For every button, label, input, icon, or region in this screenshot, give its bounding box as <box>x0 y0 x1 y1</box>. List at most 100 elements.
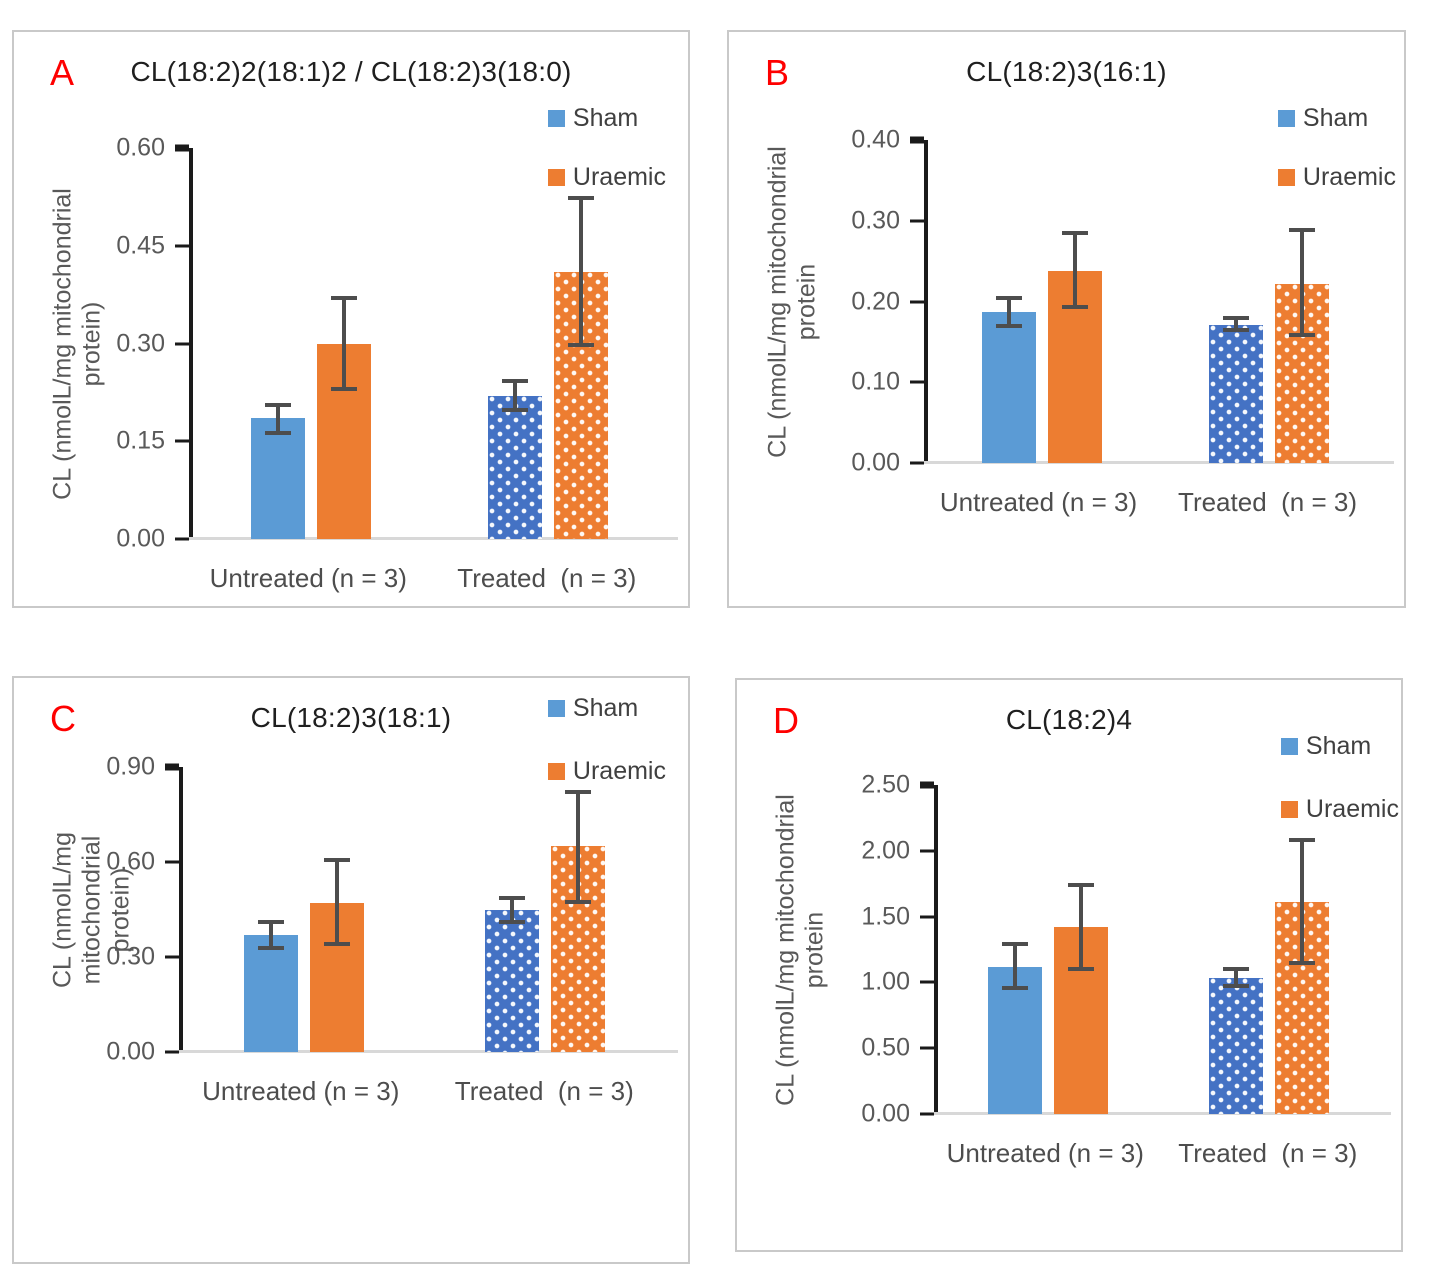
chart-title: CL(18:2)3(16:1) <box>966 56 1167 87</box>
legend-label-uraemic: Uraemic <box>572 163 666 191</box>
error-bar-cap-bottom <box>1061 305 1088 310</box>
y-tick-labels: 0.60 0.45 0.30 0.15 0.00 <box>14 134 189 553</box>
legend-label-uraemic: Uraemic <box>1302 163 1396 191</box>
y-tick-label: 1.00 <box>861 967 910 996</box>
bar-wrap <box>317 148 372 539</box>
panel-letter: C <box>50 698 76 739</box>
error-bar-cap-bottom <box>1068 967 1095 972</box>
chart-title: CL(18:2)4 <box>1005 704 1133 735</box>
y-tick-mark <box>920 1112 934 1116</box>
error-bar-cap-top <box>1222 316 1249 321</box>
y-tick-mark <box>175 144 189 152</box>
uraemic-swatch-icon <box>547 169 565 186</box>
panel-header: B CL(18:2)3(16:1) <box>729 52 1404 93</box>
error-bar <box>576 792 581 902</box>
legend-label-sham: Sham <box>1305 732 1372 760</box>
y-tick-label: 0.60 <box>106 847 155 876</box>
y-tick-mark <box>910 300 924 303</box>
chart-title: CL(18:2)3(18:1) <box>250 702 452 733</box>
plot-area <box>175 144 678 541</box>
uraemic-swatch-icon <box>1277 169 1295 186</box>
panel-letter: B <box>765 52 790 93</box>
panel-b: B CL(18:2)3(16:1) Sham Uraemic CL (nmolL… <box>727 30 1406 608</box>
error-bar-cap-top <box>1061 230 1088 235</box>
y-tick-mark <box>175 342 189 345</box>
error-bar <box>578 198 583 345</box>
y-tick-label: 0.10 <box>851 367 900 396</box>
bar-wrap <box>988 785 1043 1114</box>
legend-item-uraemic: Uraemic <box>1280 795 1399 824</box>
y-tick-mark <box>910 380 924 384</box>
panel-header: C CL(18:2)3(18:1) <box>14 698 688 739</box>
panel-header: A CL(18:2)2(18:1)2 / CL(18:2)3(18:0) <box>14 52 688 93</box>
bar-uraemic-treated <box>1274 283 1329 463</box>
sham-swatch-icon <box>1280 738 1298 755</box>
x-axis-baseline <box>189 537 678 540</box>
legend-item-sham: Sham <box>1280 732 1372 761</box>
error-bar <box>1013 944 1018 988</box>
error-bar-cap-bottom <box>567 342 594 347</box>
category-label: Untreated (n = 3) <box>939 487 1138 517</box>
bar-wrap <box>309 767 364 1052</box>
legend-label-sham: Sham <box>1302 104 1369 132</box>
error-bar-cap-bottom <box>323 942 350 947</box>
bar-sham-untreated <box>243 934 298 1052</box>
y-tick-label: 0.30 <box>106 942 155 971</box>
legend-item-sham: Sham <box>1277 104 1369 133</box>
category-label: Treated (n = 3) <box>457 563 637 593</box>
y-tick-mark <box>175 439 189 443</box>
x-category-labels: Untreated (n = 3) Treated (n = 3) <box>924 487 1382 521</box>
bar-wrap <box>1054 785 1109 1114</box>
bar-group <box>1208 785 1329 1114</box>
error-bar <box>1233 969 1238 987</box>
uraemic-swatch-icon <box>1280 801 1298 818</box>
error-bar-cap-top <box>567 196 594 201</box>
error-bar-cap-top <box>323 858 350 863</box>
y-tick-mark <box>920 849 934 853</box>
error-bar-cap-top <box>565 790 592 795</box>
y-tick-label: 0.20 <box>851 287 900 315</box>
bar-wrap <box>1274 785 1329 1114</box>
bar-wrap <box>1047 140 1102 463</box>
legend-label-uraemic: Uraemic <box>572 757 666 785</box>
error-bar-cap-top <box>331 295 358 300</box>
y-tick-label: 1.50 <box>861 902 910 931</box>
legend: Sham Uraemic <box>547 694 666 786</box>
error-bar-cap-top <box>1068 883 1095 888</box>
sham-swatch-icon <box>1277 110 1295 127</box>
error-bar-cap-bottom <box>1288 333 1315 338</box>
error-bar <box>1072 232 1077 308</box>
error-bar-cap-bottom <box>1222 327 1249 332</box>
y-tick-label: 2.50 <box>861 770 910 799</box>
bar-group <box>251 148 372 539</box>
bar-wrap <box>551 767 606 1052</box>
category-label: Untreated (n = 3) <box>209 563 407 593</box>
y-tick-labels: 0.40 0.30 0.20 0.10 0.00 <box>729 126 924 477</box>
error-bar <box>510 897 515 923</box>
error-bar-cap-top <box>499 895 526 900</box>
bar-uraemic-treated <box>1274 902 1329 1114</box>
error-bar-cap-top <box>265 402 292 407</box>
bar-wrap <box>485 767 540 1052</box>
sham-swatch-icon <box>547 110 565 127</box>
panel-a: A CL(18:2)2(18:1)2 / CL(18:2)3(18:0) Sha… <box>12 30 690 608</box>
y-tick-mark <box>175 537 189 541</box>
panel-letter: A <box>50 52 75 93</box>
error-bar-cap-top <box>257 920 284 925</box>
bar-sham-treated <box>487 395 542 539</box>
bar-group <box>981 140 1102 463</box>
y-tick-label: 0.45 <box>116 231 165 260</box>
legend-label-sham: Sham <box>572 694 639 722</box>
y-tick-mark <box>920 915 934 919</box>
bar-group <box>988 785 1109 1114</box>
y-tick-label: 0.00 <box>106 1037 155 1066</box>
bar-wrap <box>243 767 298 1052</box>
error-bar-cap-top <box>1002 942 1029 947</box>
error-bar-cap-bottom <box>1288 960 1315 965</box>
x-category-labels: Untreated (n = 3) Treated (n = 3) <box>934 1138 1379 1172</box>
y-tick-label: 0.15 <box>116 426 165 455</box>
legend-item-sham: Sham <box>547 694 639 723</box>
bar-wrap <box>553 148 608 539</box>
x-category-labels: Untreated (n = 3) Treated (n = 3) <box>189 563 666 597</box>
y-tick-mark <box>165 1050 179 1054</box>
